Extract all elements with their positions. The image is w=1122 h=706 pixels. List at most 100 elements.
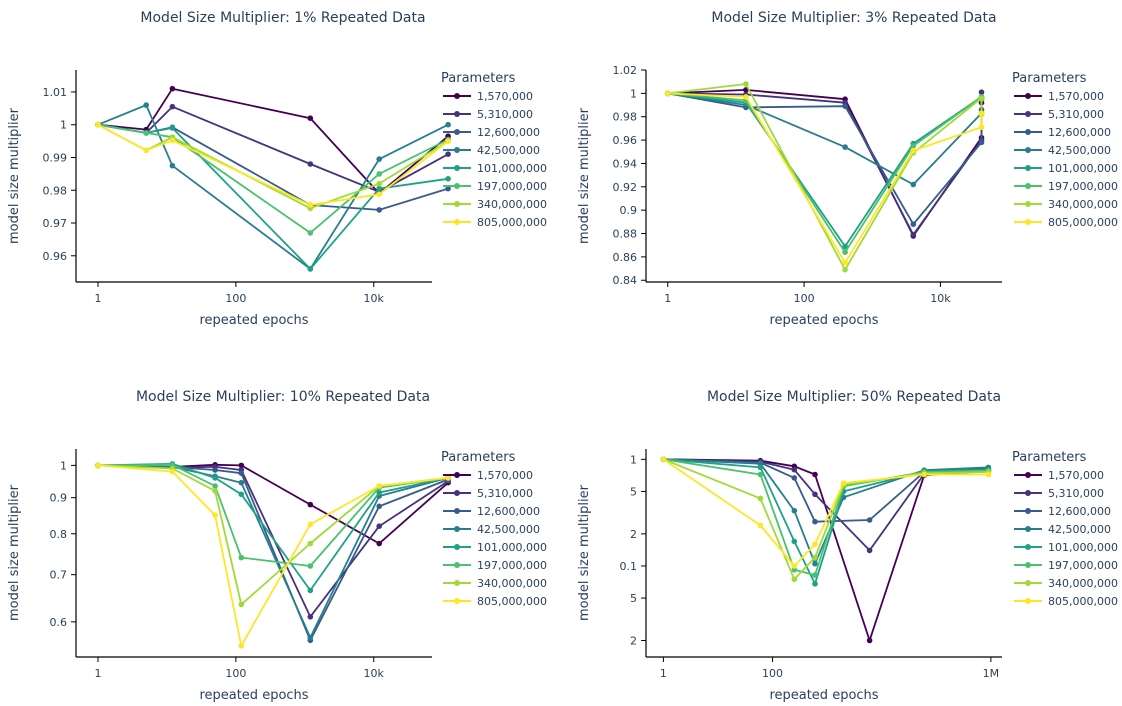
data-point[interactable] — [791, 563, 798, 569]
legend-item[interactable]: 42,500,000 — [443, 144, 540, 157]
data-point[interactable] — [238, 643, 245, 649]
legend-item[interactable]: 340,000,000 — [1014, 198, 1118, 211]
data-point[interactable] — [212, 512, 218, 518]
data-point[interactable] — [757, 522, 764, 529]
data-point[interactable] — [307, 540, 314, 547]
data-point[interactable] — [840, 480, 847, 486]
data-point[interactable] — [376, 540, 383, 547]
data-point[interactable] — [866, 637, 873, 644]
data-point[interactable] — [842, 243, 848, 250]
data-point[interactable] — [445, 138, 451, 144]
data-point[interactable] — [812, 491, 818, 498]
data-point[interactable] — [866, 517, 873, 523]
data-point[interactable] — [376, 483, 383, 489]
data-point[interactable] — [169, 137, 176, 144]
data-point[interactable] — [212, 467, 218, 473]
data-point[interactable] — [985, 471, 992, 478]
legend-item[interactable]: 805,000,000 — [443, 595, 547, 608]
legend-item[interactable]: 1,570,000 — [443, 90, 533, 103]
data-point[interactable] — [842, 144, 848, 150]
data-point[interactable] — [376, 180, 383, 187]
legend-item[interactable]: 101,000,000 — [1014, 541, 1118, 554]
data-point[interactable] — [238, 470, 245, 477]
legend-item[interactable]: 5,310,000 — [1014, 487, 1104, 500]
data-point[interactable] — [238, 462, 245, 469]
data-point[interactable] — [910, 221, 917, 227]
data-point[interactable] — [812, 554, 818, 561]
data-point[interactable] — [757, 495, 764, 502]
data-point[interactable] — [238, 554, 245, 561]
data-point[interactable] — [812, 518, 818, 525]
data-point[interactable] — [660, 456, 667, 463]
legend-item[interactable]: 1,570,000 — [443, 469, 533, 482]
data-point[interactable] — [307, 614, 314, 620]
data-point[interactable] — [376, 523, 383, 529]
legend-item[interactable]: 101,000,000 — [443, 162, 547, 175]
data-point[interactable] — [212, 488, 218, 494]
data-point[interactable] — [664, 90, 671, 97]
data-point[interactable] — [445, 176, 451, 182]
data-point[interactable] — [376, 185, 383, 192]
data-point[interactable] — [376, 503, 383, 510]
legend-item[interactable]: 42,500,000 — [443, 523, 540, 536]
legend-item[interactable]: 805,000,000 — [443, 216, 547, 229]
data-point[interactable] — [307, 501, 314, 508]
data-point[interactable] — [307, 587, 314, 594]
data-point[interactable] — [238, 601, 245, 608]
data-point[interactable] — [921, 471, 927, 478]
data-point[interactable] — [169, 162, 176, 169]
legend-item[interactable]: 5,310,000 — [443, 487, 533, 500]
legend-item[interactable]: 101,000,000 — [1014, 162, 1118, 175]
legend-item[interactable]: 197,000,000 — [443, 559, 547, 572]
data-point[interactable] — [212, 475, 218, 481]
data-point[interactable] — [791, 466, 798, 473]
legend-item[interactable]: 197,000,000 — [1014, 559, 1118, 572]
data-point[interactable] — [307, 115, 314, 121]
data-point[interactable] — [791, 576, 798, 583]
data-point[interactable] — [842, 103, 848, 109]
data-point[interactable] — [812, 572, 818, 578]
data-point[interactable] — [743, 94, 749, 100]
data-point[interactable] — [910, 181, 917, 188]
data-point[interactable] — [978, 124, 985, 130]
legend-item[interactable]: 12,600,000 — [1014, 126, 1111, 139]
data-point[interactable] — [307, 266, 314, 272]
legend-item[interactable]: 12,600,000 — [443, 126, 540, 139]
data-point[interactable] — [812, 471, 818, 478]
legend-item[interactable]: 1,570,000 — [1014, 469, 1104, 482]
data-point[interactable] — [978, 110, 985, 116]
data-point[interactable] — [791, 538, 798, 545]
data-point[interactable] — [743, 81, 749, 87]
legend-item[interactable]: 5,310,000 — [1014, 108, 1104, 121]
data-point[interactable] — [812, 560, 818, 567]
data-point[interactable] — [910, 147, 917, 154]
data-point[interactable] — [842, 249, 848, 255]
data-point[interactable] — [95, 121, 101, 128]
legend-item[interactable]: 101,000,000 — [443, 541, 547, 554]
legend-item[interactable]: 12,600,000 — [1014, 505, 1111, 518]
data-point[interactable] — [910, 231, 917, 238]
legend-item[interactable]: 340,000,000 — [443, 577, 547, 590]
data-point[interactable] — [169, 468, 176, 475]
data-point[interactable] — [95, 462, 101, 469]
data-point[interactable] — [238, 479, 245, 486]
data-point[interactable] — [910, 143, 917, 149]
legend-item[interactable]: 340,000,000 — [443, 198, 547, 211]
data-point[interactable] — [978, 95, 985, 101]
data-point[interactable] — [307, 230, 314, 236]
data-point[interactable] — [978, 139, 985, 146]
data-point[interactable] — [307, 521, 314, 528]
data-point[interactable] — [169, 125, 176, 131]
data-point[interactable] — [978, 89, 985, 95]
data-point[interactable] — [376, 207, 383, 213]
data-point[interactable] — [212, 483, 218, 489]
data-point[interactable] — [866, 547, 873, 554]
data-point[interactable] — [812, 541, 818, 547]
data-point[interactable] — [791, 475, 798, 481]
data-point[interactable] — [307, 161, 314, 167]
data-point[interactable] — [307, 563, 314, 569]
data-point[interactable] — [842, 266, 848, 273]
data-point[interactable] — [143, 130, 149, 136]
data-point[interactable] — [445, 151, 451, 157]
data-point[interactable] — [791, 507, 798, 514]
